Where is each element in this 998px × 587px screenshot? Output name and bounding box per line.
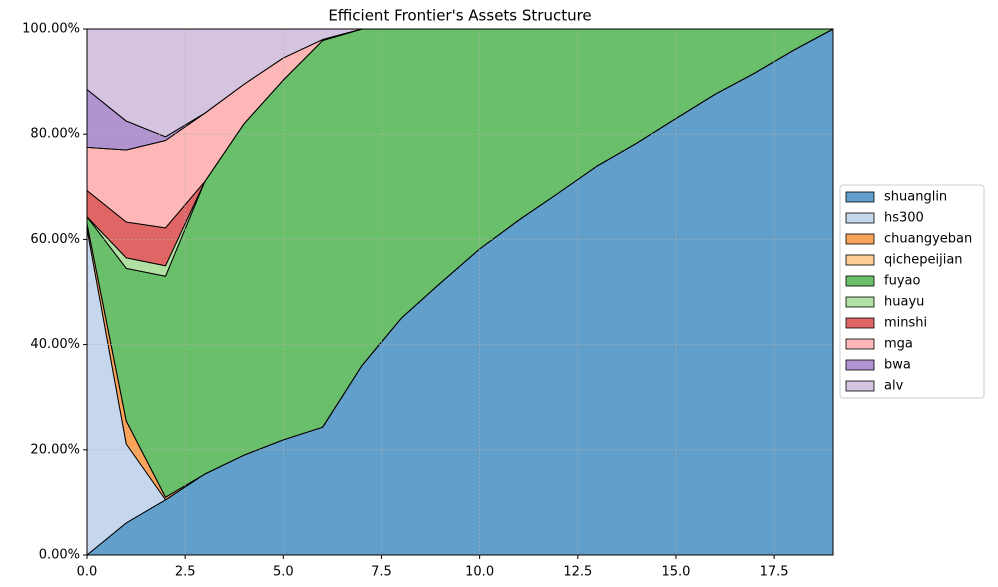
x-tick-label: 5.0	[273, 565, 294, 580]
legend-label: hs300	[884, 211, 924, 226]
legend-swatch	[845, 338, 875, 350]
legend-swatch	[845, 191, 875, 203]
legend-swatch	[845, 275, 875, 287]
y-tick-label: 60.00%	[30, 232, 80, 247]
y-tick-label: 80.00%	[30, 127, 80, 142]
x-tick-label: 15.0	[661, 565, 690, 580]
legend-label: chuangyeban	[884, 232, 972, 247]
x-tick-label: 2.5	[175, 565, 196, 580]
x-tick-label: 10.0	[465, 565, 494, 580]
legend-label: fuyao	[884, 274, 920, 289]
x-tick-label: 7.5	[371, 565, 392, 580]
y-tick-label: 20.00%	[30, 442, 80, 457]
y-tick-label: 0.00%	[39, 548, 80, 563]
legend-label: minshi	[884, 316, 927, 331]
x-tick-label: 17.5	[760, 565, 789, 580]
legend-swatch	[845, 296, 875, 308]
chart-title: Efficient Frontier's Assets Structure	[328, 7, 591, 25]
y-tick-label: 100.00%	[22, 22, 80, 37]
y-tick-label: 40.00%	[30, 337, 80, 352]
x-tick-label: 12.5	[563, 565, 592, 580]
legend-label: shuanglin	[884, 190, 947, 205]
x-tick-label: 0.0	[77, 565, 98, 580]
legend-swatch	[845, 380, 875, 392]
legend-label: qichepeijian	[884, 253, 963, 268]
legend-label: mga	[884, 337, 913, 352]
legend-label: huayu	[884, 295, 924, 310]
legend-swatch	[845, 212, 875, 224]
legend-swatch	[845, 254, 875, 266]
legend-swatch	[845, 317, 875, 329]
legend-box	[839, 184, 985, 399]
legend-label: bwa	[884, 358, 911, 373]
legend-swatch	[845, 359, 875, 371]
legend-label: alv	[884, 379, 904, 394]
plot-frame	[86, 28, 834, 556]
legend-swatch	[845, 233, 875, 245]
